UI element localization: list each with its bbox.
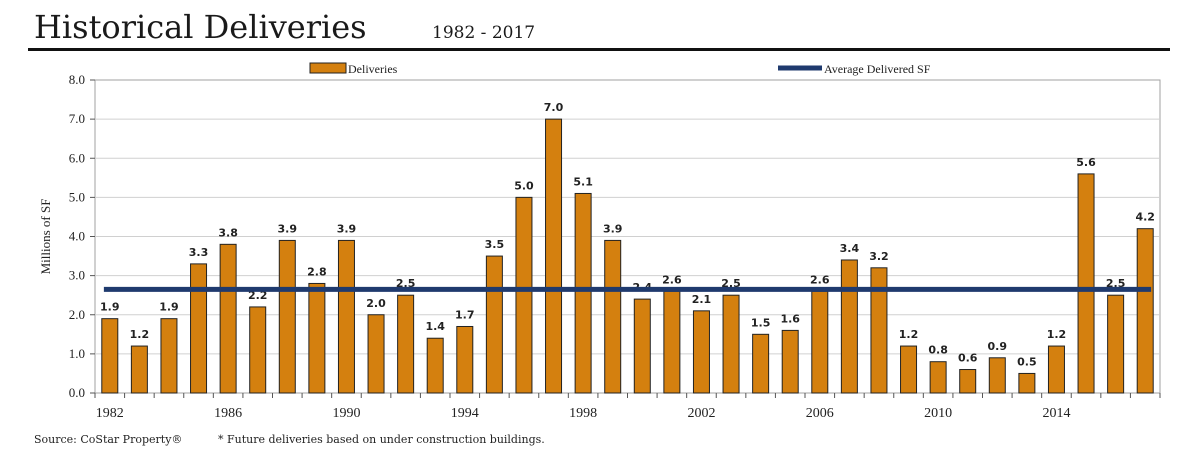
bar-2009 (900, 345, 918, 394)
x-tick-label: 1994 (451, 406, 479, 421)
data-label-1989: 2.8 (307, 265, 327, 278)
title-rule (28, 48, 1170, 51)
data-label-2001: 2.6 (662, 273, 682, 286)
data-label-1987: 2.2 (248, 289, 268, 302)
bar-2010 (929, 361, 947, 394)
y-tick-label: 8.0 (69, 72, 85, 87)
bar-1994 (456, 325, 474, 394)
bar-2016 (1107, 294, 1125, 394)
bar-1989 (308, 282, 326, 394)
bar-1991 (367, 314, 385, 394)
bar-1996 (515, 196, 533, 394)
bar-2014 (1047, 345, 1065, 394)
bar-2008 (870, 267, 888, 394)
bar-1986 (219, 243, 237, 394)
bar-1984 (160, 318, 178, 394)
data-label-2007: 3.4 (840, 242, 860, 255)
data-label-1988: 3.9 (278, 222, 298, 235)
data-label-1998: 5.1 (573, 175, 593, 188)
bar-1990 (337, 239, 355, 394)
bar-1987 (249, 306, 267, 394)
x-tick-label: 1990 (332, 406, 360, 421)
bar-2000 (633, 298, 651, 394)
bar-1999 (604, 239, 622, 394)
data-label-2014: 1.2 (1047, 328, 1067, 341)
data-label-1991: 2.0 (366, 297, 386, 310)
legend-swatch-deliveries (309, 62, 347, 74)
data-label-1990: 3.9 (337, 222, 357, 235)
data-label-2015: 5.6 (1076, 156, 1096, 169)
bar-1993 (426, 337, 444, 394)
chart-subtitle: 1982 - 2017 (432, 23, 536, 43)
y-tick-label: 5.0 (69, 189, 85, 204)
chart-title: Historical Deliveries (34, 8, 367, 46)
bar-2011 (959, 369, 977, 394)
bar-2005 (781, 329, 799, 394)
data-label-2002: 2.1 (692, 293, 712, 306)
x-tick-label: 1998 (569, 406, 597, 421)
data-label-1982: 1.9 (100, 301, 120, 314)
bar-2003 (722, 294, 740, 394)
bar-2007 (840, 259, 858, 394)
bar-2001 (663, 290, 681, 394)
y-tick-label: 2.0 (69, 307, 85, 322)
bar-2002 (692, 310, 710, 394)
data-label-2012: 0.9 (988, 340, 1008, 353)
y-tick-label: 4.0 (69, 229, 85, 244)
data-label-2005: 1.6 (780, 312, 800, 325)
bar-2012 (988, 357, 1006, 394)
bar-2004 (752, 333, 770, 394)
data-label-1997: 7.0 (544, 101, 564, 114)
x-tick-label: 2014 (1042, 406, 1070, 421)
data-label-1994: 1.7 (455, 308, 475, 321)
bar-2013 (1018, 372, 1036, 394)
data-label-1999: 3.9 (603, 222, 623, 235)
y-axis-label: Millions of SF (38, 199, 53, 275)
data-label-1995: 3.5 (485, 238, 505, 251)
x-tick-label: 2002 (687, 406, 715, 421)
x-tick-label: 1982 (96, 406, 124, 421)
data-label-2008: 3.2 (869, 250, 889, 263)
data-label-1996: 5.0 (514, 179, 534, 192)
legend-label-deliveries: Deliveries (348, 62, 398, 76)
bar-1997 (545, 118, 563, 394)
footnote: * Future deliveries based on under const… (218, 433, 545, 446)
bar-1983 (130, 345, 148, 394)
data-label-2013: 0.5 (1017, 355, 1037, 368)
x-tick-label: 2006 (806, 406, 834, 421)
bar-1988 (278, 239, 296, 394)
bar-1998 (574, 192, 592, 394)
data-label-2009: 1.2 (899, 328, 919, 341)
legend-label-average: Average Delivered SF (824, 62, 931, 76)
data-label-2006: 2.6 (810, 273, 830, 286)
data-label-1993: 1.4 (425, 320, 445, 333)
source-note: Source: CoStar Property® (34, 433, 183, 446)
bar-2006 (811, 290, 829, 394)
data-label-1984: 1.9 (159, 301, 179, 314)
y-tick-label: 0.0 (69, 385, 85, 400)
x-tick-label: 2010 (924, 406, 952, 421)
y-tick-label: 6.0 (69, 150, 85, 165)
bar-1982 (101, 318, 119, 394)
data-label-1983: 1.2 (130, 328, 150, 341)
bar-2017 (1136, 228, 1154, 394)
data-label-1986: 3.8 (218, 226, 238, 239)
x-tick-label: 1986 (214, 406, 242, 421)
data-label-2011: 0.6 (958, 352, 978, 365)
y-tick-label: 7.0 (69, 111, 85, 126)
bar-1995 (485, 255, 503, 394)
y-tick-label: 3.0 (69, 268, 85, 283)
data-label-1985: 3.3 (189, 246, 209, 259)
data-label-2004: 1.5 (751, 316, 771, 329)
bar-1992 (397, 294, 415, 394)
y-tick-label: 1.0 (69, 346, 85, 361)
data-label-2017: 4.2 (1135, 211, 1155, 224)
bar-1985 (190, 263, 208, 394)
data-label-2010: 0.8 (928, 344, 948, 357)
bar-2015 (1077, 173, 1095, 394)
